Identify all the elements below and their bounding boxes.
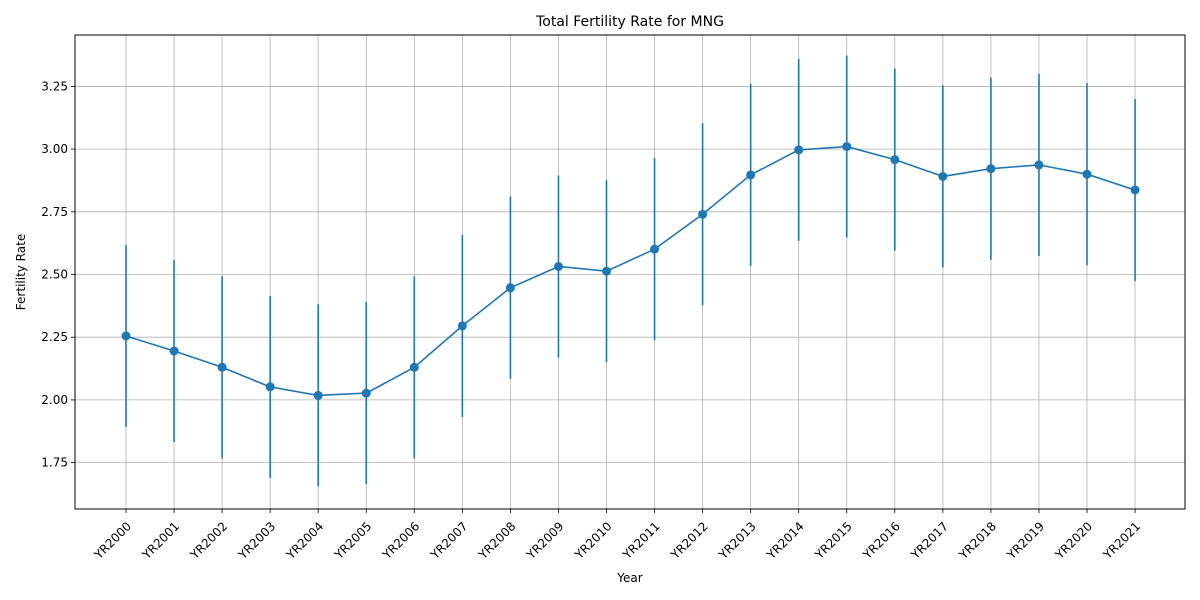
data-point xyxy=(169,346,179,356)
y-tick-label: 2.00 xyxy=(41,393,68,407)
y-tick-label: 2.75 xyxy=(41,205,68,219)
data-point xyxy=(938,171,948,181)
y-tick-label: 2.25 xyxy=(41,330,68,344)
plot-frame xyxy=(74,34,1186,510)
data-point xyxy=(842,142,852,152)
data-point xyxy=(698,209,708,219)
data-point xyxy=(505,283,515,293)
y-tick-label: 2.50 xyxy=(41,268,68,282)
series-line xyxy=(125,145,1136,397)
data-point xyxy=(746,170,756,180)
data-point xyxy=(217,362,227,372)
data-point xyxy=(409,362,419,372)
data-point xyxy=(1034,160,1044,170)
series-markers xyxy=(121,142,1140,400)
data-point xyxy=(1082,169,1092,179)
data-point xyxy=(553,261,563,271)
data-point xyxy=(602,266,611,276)
y-tick-label: 3.25 xyxy=(41,79,68,93)
data-point xyxy=(986,164,996,174)
data-point xyxy=(890,155,900,165)
chart-title: Total Fertility Rate for MNG xyxy=(535,14,724,30)
data-point xyxy=(121,331,131,341)
data-point xyxy=(794,145,804,155)
y-tick-label: 3.00 xyxy=(41,142,68,156)
data-point xyxy=(265,382,275,392)
data-point xyxy=(457,321,467,331)
data-point xyxy=(1130,185,1140,195)
x-axis-label: Year xyxy=(616,571,642,585)
y-axis-ticks: 1.75 2.00 2.25 2.50 2.75 3.00 3.25 xyxy=(41,79,75,470)
y-tick-label: 1.75 xyxy=(41,456,68,470)
y-axis-label: Fertility Rate xyxy=(14,234,28,310)
fertility-line xyxy=(125,145,1136,397)
data-point xyxy=(650,244,660,254)
data-point xyxy=(313,390,323,400)
data-point xyxy=(361,388,371,398)
